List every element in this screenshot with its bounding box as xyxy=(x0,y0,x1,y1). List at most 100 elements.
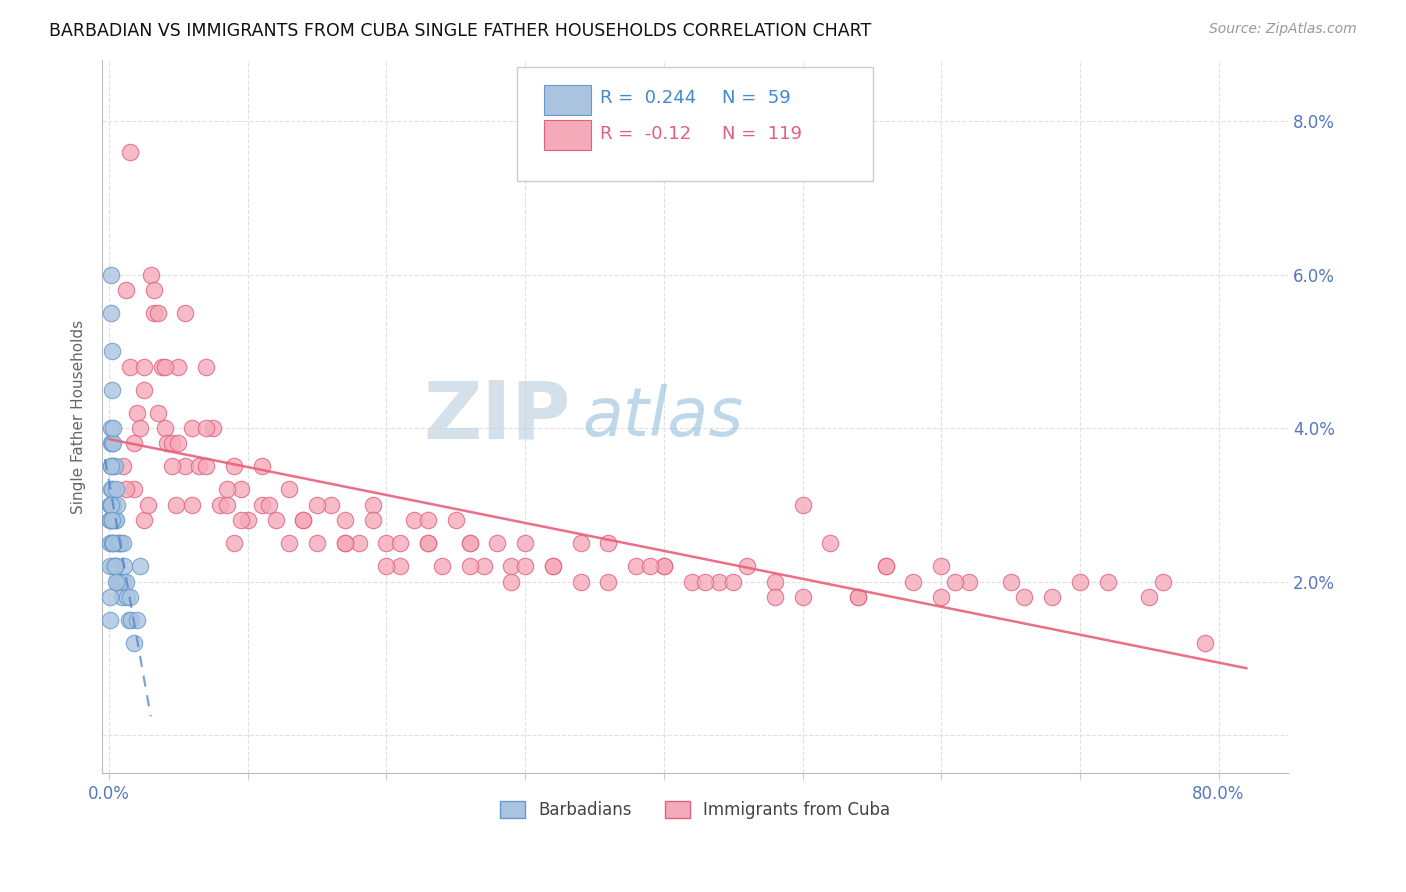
Point xyxy=(875,559,897,574)
Text: BARBADIAN VS IMMIGRANTS FROM CUBA SINGLE FATHER HOUSEHOLDS CORRELATION CHART: BARBADIAN VS IMMIGRANTS FROM CUBA SINGLE… xyxy=(49,22,872,40)
Point xyxy=(195,421,218,435)
Point xyxy=(103,536,125,550)
Point xyxy=(416,513,439,527)
Point xyxy=(515,536,537,550)
Point xyxy=(153,421,176,435)
Point xyxy=(110,536,132,550)
Point xyxy=(681,574,703,589)
Point xyxy=(444,513,467,527)
Y-axis label: Single Father Households: Single Father Households xyxy=(72,319,86,514)
Point xyxy=(100,421,122,435)
Point xyxy=(1000,574,1022,589)
Point xyxy=(103,498,125,512)
Point xyxy=(416,536,439,550)
Point xyxy=(105,513,128,527)
Point xyxy=(278,483,301,497)
Point xyxy=(307,536,329,550)
Point xyxy=(250,498,273,512)
Point xyxy=(624,559,647,574)
Point xyxy=(101,436,124,450)
Text: N =  59: N = 59 xyxy=(723,89,792,107)
Point xyxy=(107,574,129,589)
Point xyxy=(125,406,148,420)
Point xyxy=(709,574,731,589)
Point xyxy=(652,559,675,574)
FancyBboxPatch shape xyxy=(544,85,591,114)
Point xyxy=(100,306,122,320)
Point xyxy=(195,459,218,474)
Point xyxy=(104,459,127,474)
Text: N =  119: N = 119 xyxy=(723,125,803,143)
Point xyxy=(416,536,439,550)
Point xyxy=(361,498,384,512)
Point xyxy=(903,574,925,589)
Point xyxy=(264,513,287,527)
Point xyxy=(117,613,139,627)
Point xyxy=(820,536,842,550)
Point xyxy=(114,574,136,589)
Point xyxy=(100,513,122,527)
Point xyxy=(142,283,165,297)
Point xyxy=(292,513,315,527)
Point xyxy=(146,306,169,320)
Point xyxy=(118,359,141,374)
Point xyxy=(875,559,897,574)
Point xyxy=(160,459,183,474)
Point xyxy=(122,636,145,650)
Point xyxy=(101,498,124,512)
Point xyxy=(735,559,758,574)
Point xyxy=(236,513,259,527)
Point xyxy=(389,536,412,550)
Point xyxy=(278,536,301,550)
Point xyxy=(929,559,952,574)
Point xyxy=(209,498,232,512)
Point xyxy=(181,498,204,512)
Point xyxy=(160,436,183,450)
Point xyxy=(132,383,155,397)
Point xyxy=(763,590,786,604)
Point xyxy=(98,590,121,604)
Point xyxy=(100,498,122,512)
Point xyxy=(1069,574,1091,589)
Point xyxy=(229,483,252,497)
Point xyxy=(569,574,592,589)
Point xyxy=(114,483,136,497)
Point xyxy=(501,559,523,574)
Point xyxy=(132,359,155,374)
Point xyxy=(292,513,315,527)
Point xyxy=(333,536,356,550)
Legend: Barbadians, Immigrants from Cuba: Barbadians, Immigrants from Cuba xyxy=(494,794,897,826)
Point xyxy=(541,559,564,574)
Point xyxy=(105,483,128,497)
Point xyxy=(118,590,141,604)
Point xyxy=(165,498,187,512)
Point xyxy=(111,574,134,589)
Point xyxy=(174,459,197,474)
Point xyxy=(100,459,122,474)
Point xyxy=(111,536,134,550)
Point xyxy=(104,559,127,574)
Point xyxy=(101,483,124,497)
Point xyxy=(118,145,141,159)
Point xyxy=(458,536,481,550)
Point xyxy=(215,498,238,512)
Point xyxy=(101,383,124,397)
Point xyxy=(100,483,122,497)
Point xyxy=(458,559,481,574)
Point xyxy=(100,436,122,450)
Point xyxy=(1137,590,1160,604)
Point xyxy=(181,421,204,435)
Point xyxy=(486,536,509,550)
Point xyxy=(229,513,252,527)
Point xyxy=(1014,590,1036,604)
Point xyxy=(105,574,128,589)
Point xyxy=(128,559,150,574)
Point xyxy=(112,559,135,574)
Point xyxy=(101,513,124,527)
Point xyxy=(695,574,717,589)
Point xyxy=(792,590,814,604)
Point xyxy=(598,574,620,589)
Point xyxy=(195,359,218,374)
Point xyxy=(846,590,869,604)
Point xyxy=(104,559,127,574)
